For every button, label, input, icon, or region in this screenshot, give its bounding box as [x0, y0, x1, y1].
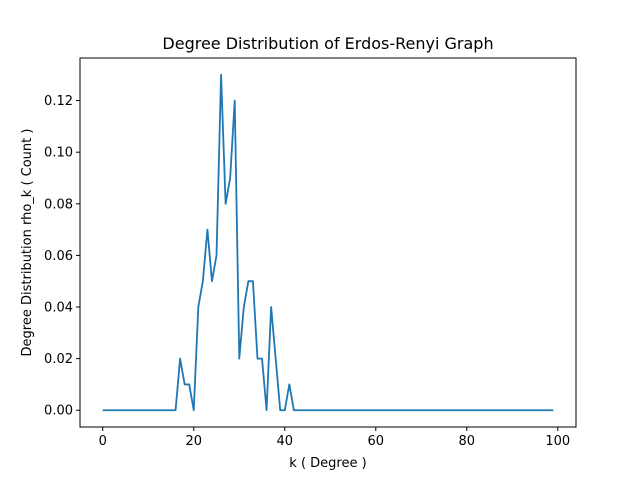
- x-tick-label: 20: [185, 434, 202, 449]
- x-tick-label: 0: [99, 434, 107, 449]
- x-tick-label: 40: [276, 434, 293, 449]
- plot-frame: [79, 57, 577, 428]
- y-tick-label: 0.12: [44, 94, 73, 109]
- y-tick-label: 0.00: [44, 404, 73, 419]
- chart-title: Degree Distribution of Erdos-Renyi Graph: [162, 34, 493, 53]
- series-line: [102, 73, 554, 412]
- y-tick-label: 0.06: [44, 249, 73, 264]
- x-tick-label: 80: [459, 434, 476, 449]
- y-tick-label: 0.10: [44, 146, 73, 161]
- y-tick-label: 0.02: [44, 352, 73, 367]
- x-tick-label: 60: [368, 434, 385, 449]
- x-tick-label: 100: [545, 434, 570, 449]
- axis-ticks: 0 20 40 60 80 100 0.00 0.02 0.04 0.06 0.08 0.10 0.12: [44, 94, 570, 449]
- y-tick-label: 0.08: [44, 197, 73, 212]
- y-tick-label: 0.04: [44, 301, 73, 316]
- y-axis-label: Degree Distribution rho_k ( Count ): [20, 129, 35, 357]
- x-axis-label: k ( Degree ): [289, 456, 366, 471]
